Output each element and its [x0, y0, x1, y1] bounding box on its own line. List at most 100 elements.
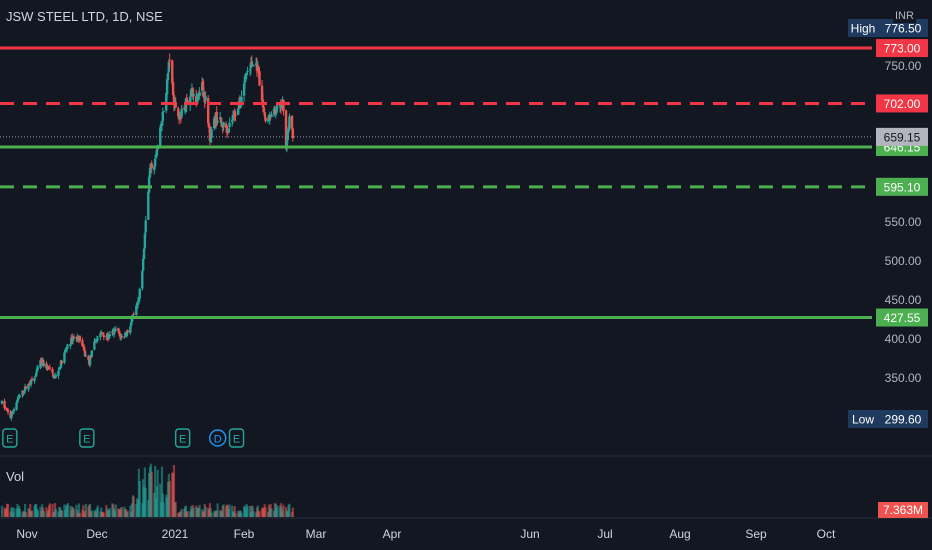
earnings-marker-label: E: [83, 434, 90, 446]
candle-body: [219, 117, 223, 123]
volume-bar: [84, 503, 87, 517]
volume-bar: [184, 505, 188, 517]
candle-body: [64, 350, 67, 352]
low-badge-value: 299.60: [885, 413, 922, 427]
candle-body: [58, 367, 61, 371]
earnings-marker[interactable]: E: [174, 428, 191, 448]
candle-body: [291, 128, 295, 139]
candle-body: [258, 71, 261, 86]
earnings-marker-box: [79, 428, 95, 448]
volume-bar: [24, 512, 28, 517]
candle-body: [185, 97, 188, 100]
y-tick-label: 450.00: [885, 293, 922, 307]
volume-bar: [78, 512, 81, 517]
candle-body: [12, 409, 16, 412]
chart-title[interactable]: JSW STEEL LTD, 1D, NSE: [6, 9, 163, 24]
candle-body: [183, 107, 186, 110]
earnings-marker[interactable]: E: [79, 428, 95, 448]
candle-body: [236, 108, 240, 115]
volume-bar: [36, 510, 40, 517]
level-badge-595.10[interactable]: 595.10: [884, 180, 921, 194]
low-badge-label: Low: [852, 413, 874, 427]
candle-body: [137, 299, 141, 302]
last-price-badge[interactable]: 659.15: [884, 130, 921, 144]
currency-label[interactable]: INR: [893, 9, 916, 23]
x-tick-label: Jun: [520, 527, 539, 541]
candle-body: [186, 100, 189, 103]
candle-body: [161, 111, 165, 122]
volume-bar: [102, 512, 105, 517]
candle-body: [141, 258, 145, 271]
x-tick-label: Apr: [383, 527, 402, 541]
x-tick-label: Dec: [86, 527, 107, 541]
candle-body: [280, 104, 283, 109]
candle-body: [138, 288, 141, 299]
earnings-marker-label: E: [233, 434, 240, 446]
candle-body: [180, 108, 183, 118]
volume-badge: 7.363M: [883, 503, 923, 517]
volume-bar: [174, 501, 177, 517]
candle-body: [120, 336, 123, 338]
candle-body: [52, 373, 55, 378]
candle-body: [48, 367, 52, 369]
candle-body: [42, 363, 46, 366]
candle-body: [177, 108, 180, 117]
candle-body: [202, 91, 206, 98]
candle-body: [118, 331, 121, 334]
candle-body: [99, 333, 102, 338]
candle-body: [10, 415, 13, 419]
level-badge-702.00[interactable]: 702.00: [884, 97, 921, 111]
candle-body: [251, 64, 254, 67]
candle-body: [227, 128, 230, 132]
level-badge-427.55[interactable]: 427.55: [884, 311, 921, 325]
candle-body: [233, 110, 236, 116]
candle-body: [90, 350, 94, 357]
volume-bar: [222, 504, 225, 517]
candle-body: [226, 132, 230, 134]
candle-body: [123, 336, 126, 338]
candle-body: [260, 85, 264, 101]
candle-body: [113, 328, 117, 330]
candle-body: [95, 338, 99, 341]
candle-body: [35, 368, 39, 372]
candle-body: [117, 328, 120, 332]
grid: [0, 455, 932, 519]
high-badge-value: 776.50: [885, 22, 922, 36]
candle-body: [5, 407, 8, 410]
candle-body: [30, 378, 34, 381]
level-badge-773.00[interactable]: 773.00: [884, 42, 921, 56]
candle-body: [162, 110, 165, 112]
candle-body: [78, 335, 82, 341]
candle-body: [17, 396, 20, 400]
volume-bar: [216, 503, 219, 517]
candle-body: [83, 350, 87, 357]
level-badge-427.55-bg: [876, 308, 928, 327]
volume-badge-bg: [878, 502, 928, 518]
dividend-marker[interactable]: D: [209, 429, 227, 447]
candle-body: [5, 408, 9, 410]
earnings-marker[interactable]: E: [2, 428, 18, 448]
candle-body: [101, 333, 105, 335]
candle-body: [132, 313, 135, 315]
volume-bar: [234, 512, 237, 517]
candle-body: [136, 301, 140, 305]
candle-body: [224, 123, 228, 128]
earnings-marker-label: E: [6, 434, 13, 446]
volume-bar: [282, 504, 285, 517]
volume-bar: [120, 507, 123, 517]
volume-bar: [48, 503, 52, 517]
axes: 350.00 400.00 450.00 500.00 550.00 750.00 773.…: [16, 19, 928, 541]
volume-bar: [12, 507, 16, 517]
candle-body: [165, 79, 169, 95]
earnings-marker[interactable]: E: [228, 428, 245, 448]
candle-body: [220, 123, 224, 125]
candle-body: [11, 410, 14, 415]
volume-bar: [159, 483, 162, 517]
volume-label[interactable]: Vol: [6, 469, 25, 484]
candle-body: [189, 96, 192, 105]
volume-bar: [82, 505, 85, 517]
candle-body: [242, 83, 246, 96]
